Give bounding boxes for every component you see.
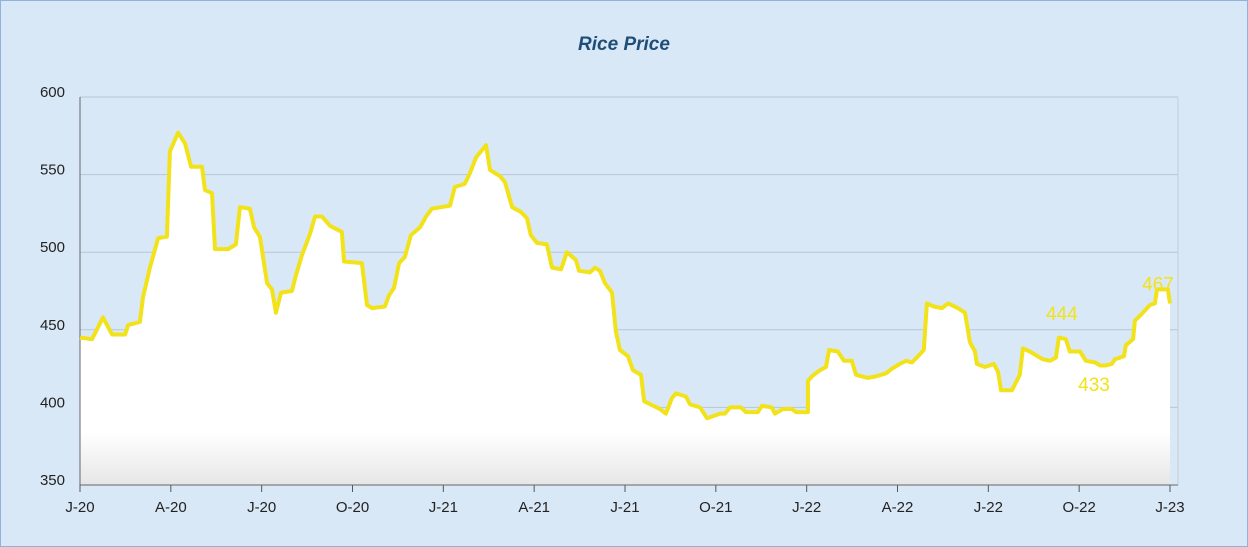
y-tick-label: 600 (40, 84, 65, 101)
x-tick-label: O-20 (336, 499, 369, 516)
x-tick-label: O-22 (1062, 499, 1095, 516)
x-tick-label: J-22 (792, 499, 821, 516)
price-line (79, 130, 1172, 421)
x-tick-label: A-20 (155, 499, 187, 516)
x-tick-label: J-23 (1155, 499, 1184, 516)
x-tick-label: J-22 (974, 499, 1003, 516)
y-tick-label: 550 (40, 162, 65, 179)
x-tick-label: J-21 (610, 499, 639, 516)
x-tick-label: A-21 (518, 499, 550, 516)
x-tick-label: J-20 (247, 499, 276, 516)
annotation: 444 (1046, 304, 1078, 325)
y-tick-label: 500 (40, 239, 65, 256)
y-tick-label: 450 (40, 317, 65, 334)
x-tick-label: O-21 (699, 499, 732, 516)
annotation: 467 (1142, 274, 1174, 295)
annotation: 433 (1078, 375, 1110, 396)
chart-title: Rice Price (578, 34, 670, 55)
y-tick-label: 350 (40, 472, 65, 489)
y-tick-label: 400 (40, 394, 65, 411)
area-fill (80, 132, 1170, 485)
x-tick-label: A-22 (882, 499, 914, 516)
x-tick-label: J-21 (429, 499, 458, 516)
x-tick-label: J-20 (65, 499, 94, 516)
